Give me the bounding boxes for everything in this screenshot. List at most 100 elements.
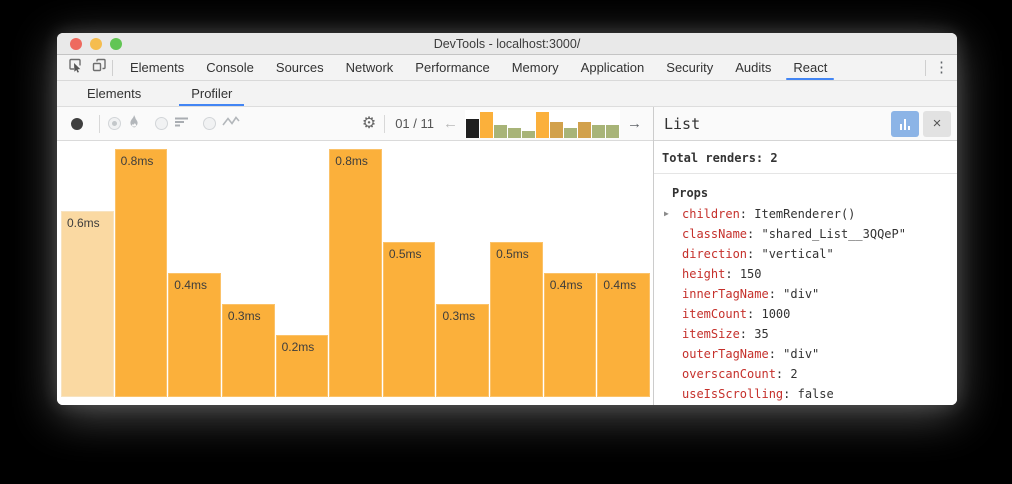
prop-value: ItemRenderer(): [754, 207, 856, 221]
gear-icon[interactable]: ⚙: [361, 114, 377, 132]
react-subtab-bar: Elements Profiler: [57, 81, 957, 107]
devtools-tab[interactable]: Performance: [404, 55, 500, 80]
devtools-tab[interactable]: Audits: [724, 55, 782, 80]
devtools-tab-label: Audits: [735, 60, 772, 75]
line-chart-icon: [222, 115, 240, 133]
interactions-chart-option[interactable]: [203, 115, 240, 133]
ranked-chart-option[interactable]: [155, 115, 189, 133]
prop-row[interactable]: className: "shared_List__3QQeP": [682, 227, 906, 241]
devtools-tab-label: Performance: [415, 60, 490, 75]
commit-bar[interactable]: 0.8ms: [329, 149, 382, 397]
prop-value: 150: [739, 267, 762, 281]
prop-row[interactable]: itemSize: 35: [682, 327, 769, 341]
devtools-window: DevTools - localhost:3000/: [57, 33, 957, 405]
prop-row[interactable]: outerTagName: "div": [682, 347, 820, 361]
flamegraph-chart-option[interactable]: [108, 114, 141, 134]
traffic-lights: [70, 38, 122, 50]
minimap-bar[interactable]: [480, 111, 493, 138]
devtools-tab[interactable]: Network: [335, 55, 405, 80]
window-title: DevTools - localhost:3000/: [433, 36, 581, 51]
prop-value: "div": [783, 287, 820, 301]
minimap-bar[interactable]: [494, 124, 507, 138]
commit-duration-label: 0.4ms: [603, 278, 637, 292]
prop-row[interactable]: direction: "vertical": [682, 247, 834, 261]
expand-caret-icon[interactable]: ▶: [664, 209, 669, 218]
commit-bar[interactable]: 0.4ms: [597, 273, 651, 397]
minimap-bar[interactable]: [606, 124, 619, 138]
minimap-bar[interactable]: [564, 127, 577, 138]
close-window-button[interactable]: [70, 38, 82, 50]
toolbar-divider: [384, 114, 386, 133]
profiler-main: ⚙ 01 / 11 ← → 0.6ms 0.8ms 0.4ms 0.3ms 0.2ms 0…: [57, 107, 957, 405]
component-name: List: [664, 114, 701, 133]
devtools-tab-label: Console: [206, 60, 254, 75]
prop-row[interactable]: itemCount: 1000: [682, 307, 791, 321]
panel-actions: ×: [891, 110, 951, 137]
inspect-element-icon[interactable]: [67, 57, 83, 78]
devtools-tab-label: Security: [666, 60, 714, 75]
prop-key: direction: [682, 247, 748, 261]
minimap-bar[interactable]: [578, 121, 591, 138]
prop-key: useIsScrolling: [682, 387, 784, 401]
prop-row[interactable]: ▶ children: ItemRenderer(): [654, 204, 957, 224]
record-button[interactable]: [71, 117, 83, 130]
commit-duration-label: 0.4ms: [549, 278, 583, 292]
toolbar-divider: [112, 59, 113, 76]
devtools-tabs: Elements Console Sources Network Perform…: [119, 55, 838, 80]
minimap-bar[interactable]: [508, 127, 521, 138]
devtools-tab[interactable]: React: [782, 55, 838, 80]
devtools-tab[interactable]: Application: [570, 55, 656, 80]
snapshot-minimap[interactable]: [465, 109, 620, 138]
prop-row[interactable]: useIsScrolling: false: [682, 387, 834, 401]
prop-row[interactable]: height: 150: [682, 267, 762, 281]
commit-bar[interactable]: 0.4ms: [543, 273, 597, 397]
commit-bar[interactable]: 0.4ms: [168, 273, 221, 397]
commit-bar[interactable]: 0.8ms: [114, 149, 168, 397]
flamegraph-radio[interactable]: [108, 117, 121, 130]
commit-bar[interactable]: 0.6ms: [61, 211, 114, 397]
minimize-window-button[interactable]: [90, 38, 102, 50]
commit-duration-label: 0.8ms: [335, 154, 368, 168]
devtools-tab[interactable]: Memory: [501, 55, 570, 80]
commit-bar[interactable]: 0.3ms: [221, 304, 275, 397]
profiler-toolbar: ⚙ 01 / 11 ← →: [57, 107, 653, 141]
snapshot-pagination: 01 / 11: [395, 116, 434, 131]
devtools-tabbar-right: ⋮: [925, 55, 957, 80]
commit-duration-label: 0.3ms: [442, 309, 476, 323]
prop-row[interactable]: innerTagName: "div": [682, 287, 820, 301]
interactions-radio[interactable]: [203, 117, 216, 130]
prop-row[interactable]: width: 300: [654, 404, 957, 405]
commit-bar[interactable]: 0.3ms: [436, 304, 490, 397]
commit-duration-label: 0.6ms: [67, 216, 100, 230]
devtools-tab[interactable]: Security: [655, 55, 724, 80]
devtools-tab[interactable]: Elements: [119, 55, 195, 80]
commit-bar[interactable]: 0.5ms: [382, 242, 436, 397]
toolbar-divider: [925, 59, 926, 76]
minimap-bar[interactable]: [536, 111, 549, 138]
commit-bar[interactable]: 0.5ms: [490, 242, 543, 397]
react-subtab[interactable]: Elements: [81, 81, 147, 106]
view-component-chart-button[interactable]: [891, 110, 919, 137]
commit-duration-label: 0.4ms: [174, 278, 207, 292]
react-subtab[interactable]: Profiler: [179, 81, 245, 106]
ranked-radio[interactable]: [155, 117, 168, 130]
zoom-window-button[interactable]: [110, 38, 122, 50]
devtools-tab-label: React: [793, 60, 828, 75]
minimap-bar[interactable]: [550, 121, 563, 138]
prop-row[interactable]: overscanCount: 2: [682, 367, 798, 381]
next-snapshot-button[interactable]: →: [627, 115, 642, 132]
devtools-tab-label: Memory: [511, 60, 559, 75]
overflow-menu-icon[interactable]: ⋮: [934, 59, 949, 76]
device-toolbar-icon[interactable]: [91, 57, 108, 78]
previous-snapshot-button[interactable]: ←: [443, 115, 458, 132]
prop-value: 1000: [761, 307, 791, 321]
minimap-bar[interactable]: [592, 124, 605, 138]
prop-key: itemCount: [682, 307, 748, 321]
commit-bar[interactable]: 0.2ms: [275, 335, 329, 397]
devtools-tab[interactable]: Console: [195, 55, 265, 80]
minimap-bar[interactable]: [466, 118, 479, 138]
minimap-bar[interactable]: [522, 130, 535, 138]
close-panel-button[interactable]: ×: [923, 110, 951, 137]
devtools-tab[interactable]: Sources: [265, 55, 335, 80]
prop-value: "vertical": [761, 247, 834, 261]
